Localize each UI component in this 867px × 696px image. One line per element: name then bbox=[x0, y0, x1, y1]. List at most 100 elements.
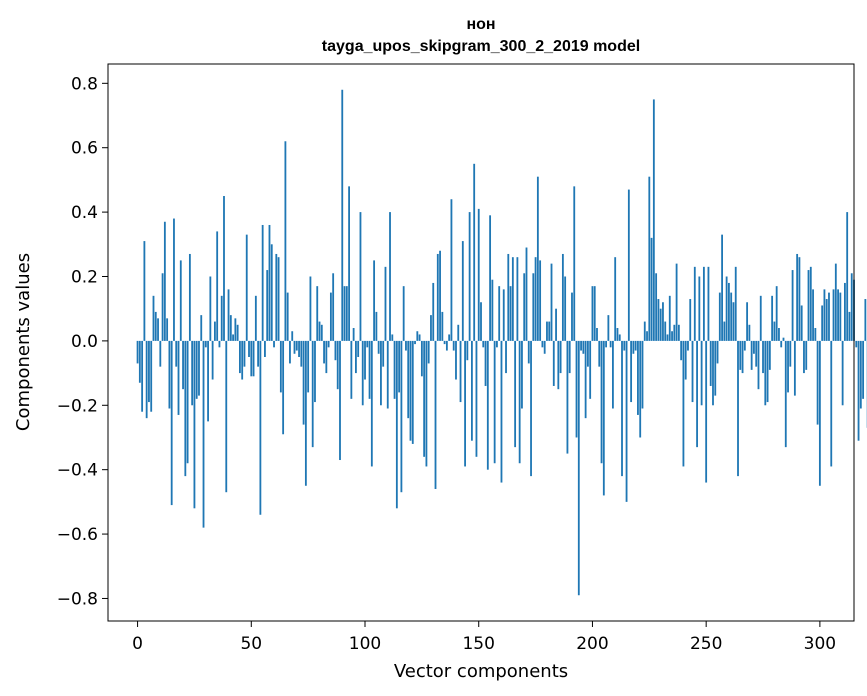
y-tick-label-8: 0.8 bbox=[71, 74, 98, 94]
bar-310 bbox=[841, 340, 844, 406]
bar-111 bbox=[389, 212, 391, 341]
bar-293 bbox=[803, 340, 805, 374]
bar-27 bbox=[198, 340, 200, 396]
bar-32 bbox=[209, 276, 212, 341]
x-tick-label-300: 300 bbox=[804, 634, 836, 654]
bar-227 bbox=[652, 99, 655, 341]
x-tick-label-200: 200 bbox=[576, 634, 608, 654]
bar-183 bbox=[552, 340, 555, 386]
bar-138 bbox=[450, 199, 453, 341]
bar-51 bbox=[252, 340, 255, 377]
bar-81 bbox=[320, 324, 323, 341]
bar-168 bbox=[518, 340, 521, 464]
bar-234 bbox=[668, 295, 671, 341]
bar-17 bbox=[175, 340, 178, 367]
y-tick-label-3: −0.2 bbox=[57, 396, 98, 416]
chart-title-line2: tayga_upos_skipgram_300_2_2019 model bbox=[322, 38, 640, 55]
x-axis-ticks: 0 50 100 150 200 250 300 bbox=[132, 621, 836, 654]
bar-199 bbox=[589, 340, 592, 399]
bar-110 bbox=[386, 340, 389, 409]
bar-256 bbox=[718, 292, 721, 341]
bar-221 bbox=[639, 340, 642, 438]
bar-71 bbox=[298, 340, 300, 357]
bar-319 bbox=[862, 340, 865, 399]
bar-48 bbox=[245, 234, 248, 341]
bar-171 bbox=[525, 247, 528, 341]
bar-160 bbox=[500, 340, 503, 483]
bar-295 bbox=[807, 270, 810, 341]
bar-313 bbox=[848, 311, 851, 341]
bar-228 bbox=[655, 273, 658, 341]
bar-291 bbox=[798, 257, 801, 341]
bar-300 bbox=[818, 340, 821, 486]
bar-288 bbox=[791, 270, 794, 341]
x-tick-label-100: 100 bbox=[349, 634, 381, 654]
bar-269 bbox=[748, 324, 751, 341]
bar-261 bbox=[730, 292, 733, 341]
bar-257 bbox=[721, 234, 723, 341]
bar-126 bbox=[423, 340, 426, 457]
bar-306 bbox=[832, 289, 835, 341]
bar-35 bbox=[216, 231, 219, 341]
bar-216 bbox=[627, 189, 630, 341]
bar-242 bbox=[687, 340, 689, 351]
bar-97 bbox=[357, 340, 360, 357]
y-tick-label-0: −0.8 bbox=[57, 589, 98, 609]
bar-173 bbox=[530, 340, 532, 477]
bar-260 bbox=[728, 282, 730, 341]
x-tick-label-150: 150 bbox=[462, 634, 494, 654]
bar-16 bbox=[173, 218, 175, 341]
bar-13 bbox=[166, 318, 169, 341]
bar-170 bbox=[523, 273, 526, 341]
bar-180 bbox=[546, 321, 548, 341]
bar-212 bbox=[618, 334, 621, 341]
bar-89 bbox=[339, 340, 341, 461]
bar-273 bbox=[757, 340, 760, 390]
bar-104 bbox=[373, 260, 376, 341]
bar-239 bbox=[680, 340, 683, 361]
bar-271 bbox=[753, 340, 755, 354]
bar-287 bbox=[789, 340, 792, 367]
bar-283 bbox=[780, 340, 783, 348]
bar-181 bbox=[548, 321, 551, 341]
bar-279 bbox=[771, 295, 774, 341]
bar-1 bbox=[138, 340, 141, 383]
bar-95 bbox=[352, 328, 355, 341]
bar-296 bbox=[809, 266, 812, 341]
bar-233 bbox=[666, 334, 669, 341]
bar-134 bbox=[441, 311, 444, 341]
bar-206 bbox=[605, 340, 607, 348]
bar-59 bbox=[270, 244, 273, 341]
bar-210 bbox=[614, 257, 617, 341]
bar-83 bbox=[325, 340, 328, 374]
bar-119 bbox=[407, 340, 410, 419]
bar-49 bbox=[248, 340, 250, 357]
bar-149 bbox=[475, 340, 478, 457]
bar-140 bbox=[455, 340, 457, 380]
bar-174 bbox=[532, 273, 535, 341]
bar-240 bbox=[682, 340, 685, 467]
bar-39 bbox=[225, 340, 228, 493]
x-axis-label: Vector components bbox=[394, 661, 568, 682]
bar-10 bbox=[159, 340, 162, 367]
y-tick-label-7: 0.6 bbox=[71, 139, 98, 159]
bar-137 bbox=[448, 334, 451, 341]
bar-54 bbox=[259, 340, 262, 515]
bar-90 bbox=[341, 89, 344, 341]
bar-133 bbox=[439, 250, 441, 341]
bar-41 bbox=[229, 315, 232, 341]
bar-203 bbox=[598, 340, 601, 367]
bar-250 bbox=[705, 340, 708, 483]
bar-165 bbox=[511, 257, 514, 341]
bar-230 bbox=[659, 308, 662, 341]
bar-26 bbox=[195, 340, 198, 399]
plot-frame bbox=[107, 63, 855, 622]
bar-164 bbox=[509, 286, 512, 341]
bar-30 bbox=[204, 340, 207, 348]
bar-65 bbox=[284, 141, 287, 341]
bar-309 bbox=[839, 292, 842, 341]
bar-157 bbox=[493, 340, 496, 464]
bar-182 bbox=[550, 263, 553, 341]
bar-229 bbox=[657, 299, 660, 341]
